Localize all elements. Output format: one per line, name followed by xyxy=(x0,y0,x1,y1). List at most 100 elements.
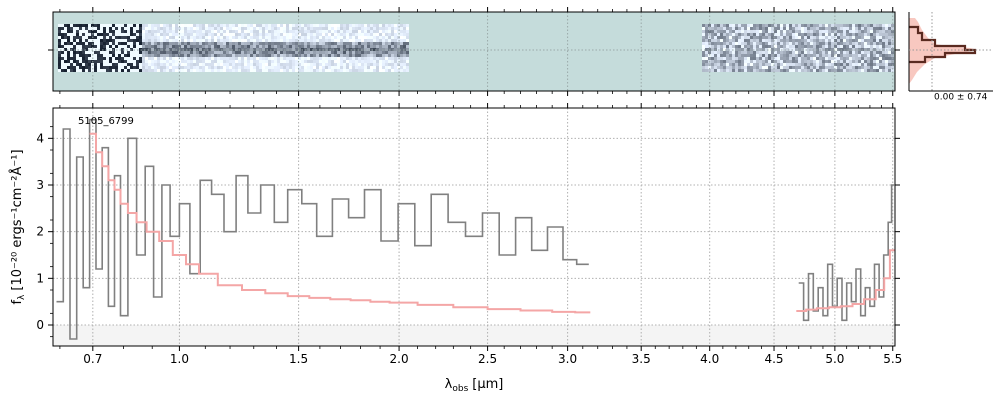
spectrum-2d-pixel xyxy=(64,54,67,57)
spectrum-2d-pixel xyxy=(726,63,729,66)
spectrum-2d-pixel xyxy=(223,39,226,42)
spectrum-2d-pixel xyxy=(798,66,801,69)
spectrum-2d-pixel xyxy=(825,45,828,48)
spectrum-2d-pixel xyxy=(316,45,319,48)
spectrum-2d-pixel xyxy=(738,24,741,27)
spectrum-2d-pixel xyxy=(801,57,804,60)
spectrum-2d-pixel xyxy=(241,39,244,42)
spectrum-2d-pixel xyxy=(124,60,127,63)
spectrum-2d-pixel xyxy=(873,69,876,72)
spectrum-2d-pixel xyxy=(127,69,130,72)
spectrum-2d-pixel xyxy=(136,45,139,48)
spectrum-2d-pixel xyxy=(855,39,858,42)
spectrum-2d-pixel xyxy=(379,54,382,57)
spectrum-2d-pixel xyxy=(750,63,753,66)
spectrum-2d-pixel xyxy=(154,42,157,45)
spectrum-2d-pixel xyxy=(328,27,331,30)
spectrum-2d-pixel xyxy=(196,36,199,39)
spectrum-2d-pixel xyxy=(843,27,846,30)
spectrum-2d-pixel xyxy=(337,33,340,36)
spectrum-2d-pixel xyxy=(70,69,73,72)
spectrum-2d-pixel xyxy=(319,24,322,27)
spectrum-2d-pixel xyxy=(190,36,193,39)
spectrum-2d-pixel xyxy=(858,33,861,36)
spectrum-2d-pixel xyxy=(382,54,385,57)
spectrum-2d-pixel xyxy=(807,39,810,42)
spectrum-2d-pixel xyxy=(352,33,355,36)
spectrum-2d-pixel xyxy=(813,45,816,48)
spectrum-2d-pixel xyxy=(750,30,753,33)
spectrum-2d-pixel xyxy=(268,24,271,27)
spectrum-2d-pixel xyxy=(187,54,190,57)
spectrum-2d-pixel xyxy=(726,54,729,57)
spectrum-2d-pixel xyxy=(792,60,795,63)
spectrum-2d-pixel xyxy=(133,42,136,45)
spectrum-2d-pixel xyxy=(301,54,304,57)
spectrum-2d-pixel xyxy=(250,39,253,42)
spectrum-2d-pixel xyxy=(232,60,235,63)
y-tick-label: 2 xyxy=(36,225,44,239)
spectrum-2d-pixel xyxy=(118,27,121,30)
spectrum-2d-pixel xyxy=(82,57,85,60)
spectrum-2d-pixel xyxy=(274,33,277,36)
spectrum-2d-pixel xyxy=(388,42,391,45)
spectrum-2d-pixel xyxy=(79,69,82,72)
spectrum-2d-pixel xyxy=(76,36,79,39)
spectrum-2d-pixel xyxy=(849,36,852,39)
spectrum-2d-pixel xyxy=(304,33,307,36)
spectrum-2d-pixel xyxy=(142,42,145,45)
spectrum-2d-pixel xyxy=(235,24,238,27)
spectrum-2d-pixel xyxy=(735,36,738,39)
spectrum-2d-pixel xyxy=(256,42,259,45)
spectrum-2d-pixel xyxy=(397,54,400,57)
spectrum-2d-pixel xyxy=(70,30,73,33)
spectrum-2d-pixel xyxy=(759,69,762,72)
spectrum-2d-pixel xyxy=(196,24,199,27)
spectrum-2d-pixel xyxy=(124,27,127,30)
spectrum-2d-pixel xyxy=(783,63,786,66)
spectrum-2d-pixel xyxy=(349,69,352,72)
spectrum-2d-pixel xyxy=(343,51,346,54)
spectrum-2d-pixel xyxy=(343,33,346,36)
spectrum-2d-pixel xyxy=(813,33,816,36)
spectrum-2d-pixel xyxy=(726,60,729,63)
spectrum-2d-pixel xyxy=(223,36,226,39)
spectrum-2d-pixel xyxy=(391,42,394,45)
spectrum-2d-pixel xyxy=(229,27,232,30)
spectrum-2d-pixel xyxy=(217,36,220,39)
spectrum-2d-pixel xyxy=(184,57,187,60)
spectrum-2d-pixel xyxy=(825,36,828,39)
spectrum-2d-pixel xyxy=(343,24,346,27)
spectrum-2d-pixel xyxy=(876,39,879,42)
spectrum-2d-pixel xyxy=(397,45,400,48)
spectrum-2d-pixel xyxy=(379,69,382,72)
spectrum-2d-pixel xyxy=(97,60,100,63)
spectrum-2d-pixel xyxy=(738,57,741,60)
spectrum-2d-pixel xyxy=(145,57,148,60)
spectrum-2d-pixel xyxy=(241,51,244,54)
spectrum-2d-pixel xyxy=(256,69,259,72)
spectrum-2d-pixel xyxy=(708,69,711,72)
spectrum-2d-pixel xyxy=(394,51,397,54)
spectrum-2d-pixel xyxy=(307,57,310,60)
spectrum-2d-pixel xyxy=(157,57,160,60)
spectrum-2d-pixel xyxy=(723,48,726,51)
spectrum-2d-pixel xyxy=(771,30,774,33)
spectrum-2d-pixel xyxy=(789,42,792,45)
spectrum-2d-pixel xyxy=(858,57,861,60)
spectrum-2d-pixel xyxy=(879,69,882,72)
spectrum-2d-pixel xyxy=(831,30,834,33)
spectrum-2d-pixel xyxy=(888,51,891,54)
spectrum-2d-pixel xyxy=(76,45,79,48)
spectrum-2d-pixel xyxy=(148,33,151,36)
spectrum-2d-pixel xyxy=(735,30,738,33)
spectrum-2d-pixel xyxy=(364,30,367,33)
spectrum-2d-pixel xyxy=(747,54,750,57)
spectrum-2d-pixel xyxy=(238,33,241,36)
spectrum-2d-pixel xyxy=(76,60,79,63)
spectrum-2d-pixel xyxy=(247,24,250,27)
spectrum-2d-pixel xyxy=(133,60,136,63)
spectrum-2d-pixel xyxy=(124,51,127,54)
spectrum-2d-pixel xyxy=(61,33,64,36)
spectrum-2d-pixel xyxy=(310,63,313,66)
